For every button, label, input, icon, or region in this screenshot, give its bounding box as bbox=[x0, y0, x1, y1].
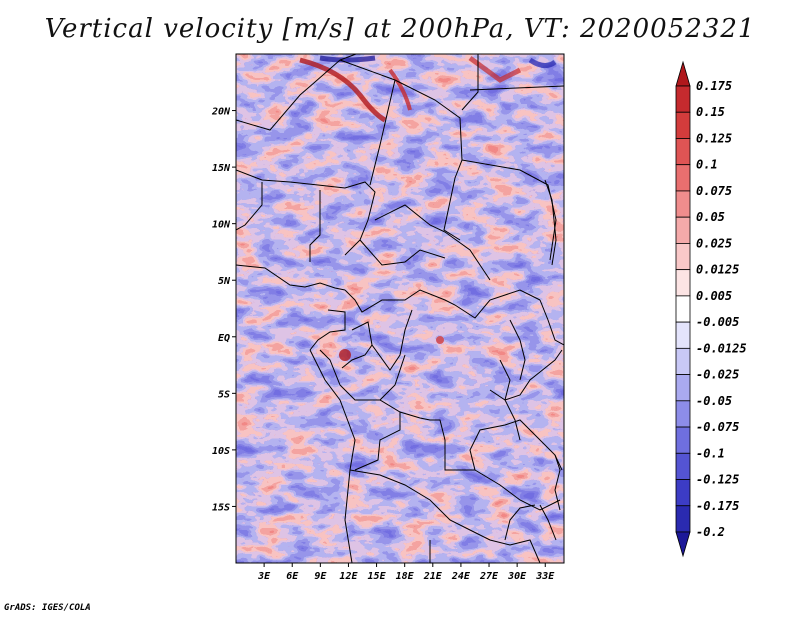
latitude-axis: 20N 15N 10N 5N EQ 5S 10S 15S bbox=[211, 107, 236, 513]
colorbar-segment bbox=[675, 479, 691, 507]
colorbar-bottom-cap bbox=[675, 531, 691, 558]
colorbar-segment bbox=[675, 243, 691, 271]
colorbar-segment bbox=[675, 505, 691, 533]
lon-tick-label: 3E bbox=[257, 571, 271, 582]
lon-tick-label: 30E bbox=[507, 571, 527, 582]
lon-tick-label: 9E bbox=[314, 571, 327, 582]
colorbar-label: 0.025 bbox=[696, 236, 732, 250]
lat-tick-label: 15S bbox=[212, 502, 230, 513]
chart-title: Vertical velocity [m/s] at 200hPa, VT: 2… bbox=[44, 14, 756, 44]
colorbar-label: -0.2 bbox=[696, 525, 725, 539]
colorbar-label: -0.025 bbox=[696, 368, 739, 382]
map-frame bbox=[235, 53, 565, 564]
colorbar-label: -0.125 bbox=[696, 473, 739, 487]
colorbar-label: 0.1 bbox=[696, 158, 718, 172]
colorbar-segment bbox=[675, 400, 691, 428]
colorbar: 0.175 0.15 0.125 0.1 0.075 0.05 0.025 0.0125 0.0… bbox=[675, 60, 747, 558]
colorbar-label: -0.05 bbox=[696, 394, 732, 408]
longitude-axis: 3E 6E 9E 12E 15E 18E 21E 24E 27E 30E 33E bbox=[257, 563, 555, 582]
colorbar-segment bbox=[675, 295, 691, 323]
vertical-velocity-field bbox=[236, 54, 564, 563]
map-panel bbox=[235, 53, 565, 564]
colorbar-label: 0.005 bbox=[696, 289, 732, 303]
lat-tick-label: EQ bbox=[218, 333, 230, 344]
lon-tick-label: 12E bbox=[339, 571, 358, 582]
lon-tick-label: 27E bbox=[479, 571, 499, 582]
grads-credit: GrADS: IGES/COLA bbox=[4, 603, 91, 613]
colorbar-label: -0.0125 bbox=[696, 341, 747, 355]
colorbar-top-cap bbox=[675, 60, 691, 87]
lon-tick-label: 15E bbox=[368, 571, 387, 582]
lat-tick-label: 15N bbox=[212, 163, 231, 174]
colorbar-segment bbox=[675, 216, 691, 244]
colorbar-segment bbox=[675, 111, 691, 139]
colorbar-segment bbox=[675, 321, 691, 349]
lon-tick-label: 18E bbox=[396, 571, 415, 582]
colorbar-label: 0.075 bbox=[696, 184, 732, 198]
colorbar-segment bbox=[675, 374, 691, 402]
country-borders bbox=[236, 54, 564, 563]
colorbar-label: -0.005 bbox=[696, 315, 739, 329]
lon-tick-label: 21E bbox=[423, 571, 443, 582]
lat-tick-label: 10N bbox=[212, 220, 231, 231]
colorbar-segment bbox=[675, 269, 691, 297]
colorbar-label: -0.175 bbox=[696, 499, 739, 513]
strong-features bbox=[299, 55, 557, 361]
colorbar-label: 0.05 bbox=[696, 210, 725, 224]
colorbar-label: -0.1 bbox=[696, 446, 725, 460]
colorbar-label: 0.125 bbox=[696, 131, 732, 145]
colorbar-segment bbox=[675, 347, 691, 375]
colorbar-segment bbox=[675, 164, 691, 192]
colorbar-segment bbox=[675, 138, 691, 166]
colorbar-label: 0.175 bbox=[696, 79, 732, 93]
lon-tick-label: 24E bbox=[451, 571, 471, 582]
colorbar-segment bbox=[675, 452, 691, 480]
lon-tick-label: 33E bbox=[535, 571, 555, 582]
lat-tick-label: 5N bbox=[218, 276, 231, 287]
colorbar-segment bbox=[675, 190, 691, 218]
colorbar-label: 0.15 bbox=[696, 105, 725, 119]
lat-tick-label: 20N bbox=[211, 107, 231, 118]
lat-tick-label: 10S bbox=[212, 446, 230, 457]
colorbar-segment bbox=[675, 426, 691, 454]
lon-tick-label: 6E bbox=[286, 571, 299, 582]
colorbar-label: -0.075 bbox=[696, 420, 739, 434]
colorbar-segment bbox=[675, 85, 691, 113]
lat-tick-label: 5S bbox=[218, 389, 230, 400]
colorbar-label: 0.0125 bbox=[696, 263, 739, 277]
